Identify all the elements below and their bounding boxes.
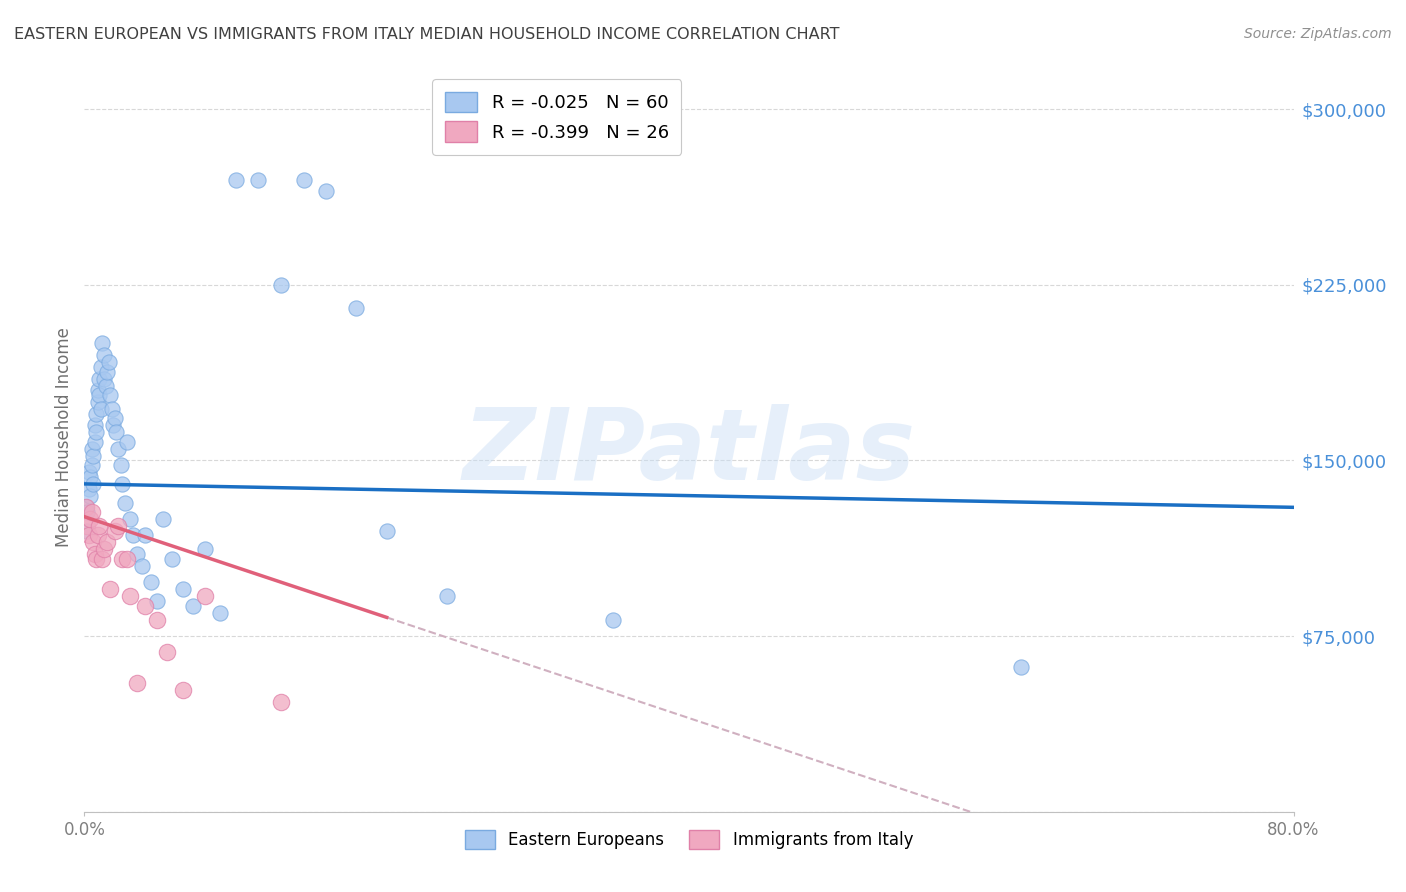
- Point: [94, 378, 117, 392]
- Text: Source: ZipAtlas.com: Source: ZipAtlas.com: [1244, 27, 1392, 41]
- Point: [436, 590, 458, 604]
- Point: [156, 646, 179, 660]
- Point: [100, 401, 122, 416]
- Point: [375, 524, 398, 538]
- Point: [134, 528, 156, 542]
- Point: [93, 371, 115, 385]
- Point: [194, 590, 217, 604]
- Point: [93, 542, 115, 557]
- Point: [87, 528, 110, 542]
- Point: [98, 582, 121, 597]
- Point: [86, 425, 108, 440]
- Point: [247, 172, 270, 186]
- Point: [86, 551, 108, 566]
- Point: [270, 277, 292, 292]
- Y-axis label: Median Household Income: Median Household Income: [55, 327, 73, 547]
- Point: [101, 418, 124, 433]
- Point: [225, 172, 247, 186]
- Point: [87, 395, 110, 409]
- Point: [79, 489, 101, 503]
- Point: [98, 388, 121, 402]
- Point: [107, 519, 129, 533]
- Point: [111, 551, 134, 566]
- Point: [80, 458, 103, 473]
- Point: [80, 505, 103, 519]
- Point: [115, 551, 138, 566]
- Point: [139, 575, 162, 590]
- Point: [75, 500, 97, 515]
- Point: [172, 683, 194, 698]
- Point: [86, 407, 108, 421]
- Point: [89, 519, 111, 533]
- Point: [104, 411, 127, 425]
- Point: [118, 512, 141, 526]
- Point: [209, 606, 232, 620]
- Point: [292, 172, 315, 186]
- Point: [114, 496, 136, 510]
- Point: [79, 470, 101, 484]
- Point: [82, 535, 104, 549]
- Point: [172, 582, 194, 597]
- Point: [90, 401, 112, 416]
- Point: [97, 355, 120, 369]
- Point: [79, 512, 101, 526]
- Point: [96, 535, 118, 549]
- Point: [111, 476, 134, 491]
- Point: [84, 418, 107, 433]
- Point: [115, 434, 138, 449]
- Point: [127, 547, 149, 561]
- Point: [110, 458, 132, 473]
- Point: [76, 505, 98, 519]
- Point: [96, 365, 118, 379]
- Point: [91, 551, 114, 566]
- Point: [90, 359, 112, 374]
- Point: [107, 442, 129, 456]
- Point: [84, 547, 107, 561]
- Point: [346, 301, 368, 316]
- Point: [87, 384, 110, 398]
- Point: [80, 442, 103, 456]
- Text: EASTERN EUROPEAN VS IMMIGRANTS FROM ITALY MEDIAN HOUSEHOLD INCOME CORRELATION CH: EASTERN EUROPEAN VS IMMIGRANTS FROM ITAL…: [14, 27, 839, 42]
- Point: [160, 551, 183, 566]
- Point: [181, 599, 204, 613]
- Point: [118, 590, 141, 604]
- Point: [105, 425, 128, 440]
- Point: [76, 524, 98, 538]
- Point: [76, 519, 98, 533]
- Point: [127, 676, 149, 690]
- Point: [152, 512, 174, 526]
- Point: [91, 336, 114, 351]
- Point: [84, 434, 107, 449]
- Point: [93, 348, 115, 362]
- Point: [146, 613, 169, 627]
- Point: [270, 695, 292, 709]
- Legend: Eastern Europeans, Immigrants from Italy: Eastern Europeans, Immigrants from Italy: [458, 823, 920, 855]
- Point: [89, 371, 111, 385]
- Point: [315, 184, 337, 198]
- Point: [104, 524, 127, 538]
- Point: [131, 558, 153, 573]
- Point: [1011, 659, 1033, 673]
- Point: [146, 594, 169, 608]
- Point: [77, 465, 100, 479]
- Point: [602, 613, 624, 627]
- Point: [194, 542, 217, 557]
- Text: ZIPatlas: ZIPatlas: [463, 403, 915, 500]
- Point: [134, 599, 156, 613]
- Point: [75, 500, 97, 515]
- Point: [82, 449, 104, 463]
- Point: [77, 528, 100, 542]
- Point: [121, 528, 143, 542]
- Point: [89, 388, 111, 402]
- Point: [77, 482, 100, 496]
- Point: [82, 476, 104, 491]
